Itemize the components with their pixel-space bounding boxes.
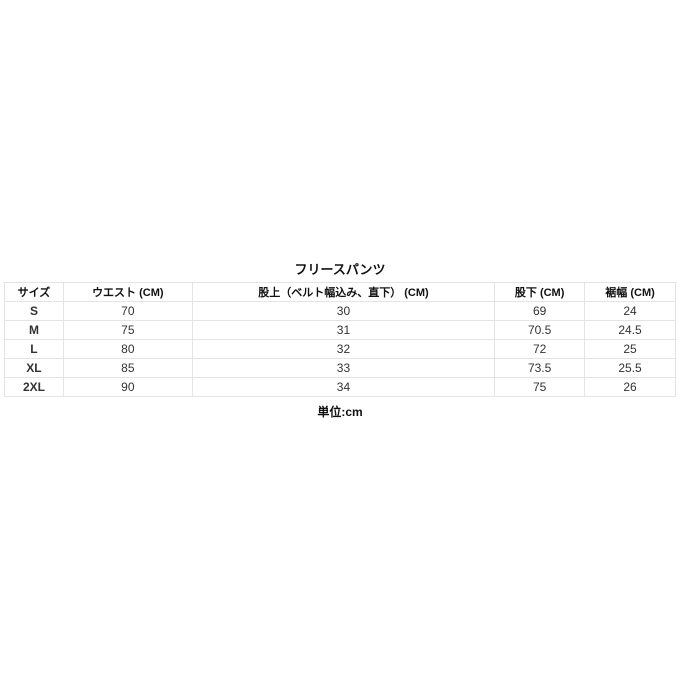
- table-row: 2XL 90 34 75 26: [4, 377, 676, 397]
- column-header: 裾幅 (CM): [584, 282, 676, 302]
- column-header: ウエスト (CM): [62, 282, 193, 302]
- column-header: 股下 (CM): [494, 282, 586, 302]
- value-cell: 24.5: [584, 320, 676, 340]
- column-header: 股上（ベルト幅込み、直下） (CM): [191, 282, 496, 302]
- header-row: サイズ ウエスト (CM) 股上（ベルト幅込み、直下） (CM) 股下 (CM) 裾幅 …: [4, 282, 676, 302]
- value-cell: 69: [494, 301, 586, 321]
- value-cell: 25.5: [584, 358, 676, 378]
- value-cell: 73.5: [494, 358, 586, 378]
- table-row: M 75 31 70.5 24.5: [4, 320, 676, 340]
- value-cell: 75: [494, 377, 586, 397]
- column-header: サイズ: [4, 282, 64, 302]
- value-cell: 80: [62, 339, 193, 359]
- value-cell: 26: [584, 377, 676, 397]
- unit-note: 単位:cm: [317, 405, 363, 419]
- size-cell: 2XL: [4, 377, 64, 397]
- value-cell: 32: [191, 339, 496, 359]
- value-cell: 72: [494, 339, 586, 359]
- size-cell: XL: [4, 358, 64, 378]
- size-cell: S: [4, 301, 64, 321]
- value-cell: 75: [62, 320, 193, 340]
- value-cell: 31: [191, 320, 496, 340]
- table-row: XL 85 33 73.5 25.5: [4, 358, 676, 378]
- size-cell: M: [4, 320, 64, 340]
- value-cell: 25: [584, 339, 676, 359]
- size-chart-table: サイズ ウエスト (CM) 股上（ベルト幅込み、直下） (CM) 股下 (CM) 裾幅 …: [4, 282, 676, 397]
- value-cell: 70: [62, 301, 193, 321]
- value-cell: 85: [62, 358, 193, 378]
- table-title: フリースパンツ: [294, 262, 386, 277]
- table-row: L 80 32 72 25: [4, 339, 676, 359]
- value-cell: 70.5: [494, 320, 586, 340]
- value-cell: 34: [191, 377, 496, 397]
- value-cell: 90: [62, 377, 193, 397]
- value-cell: 30: [191, 301, 496, 321]
- value-cell: 24: [584, 301, 676, 321]
- size-cell: L: [4, 339, 64, 359]
- table-row: S 70 30 69 24: [4, 301, 676, 321]
- value-cell: 33: [191, 358, 496, 378]
